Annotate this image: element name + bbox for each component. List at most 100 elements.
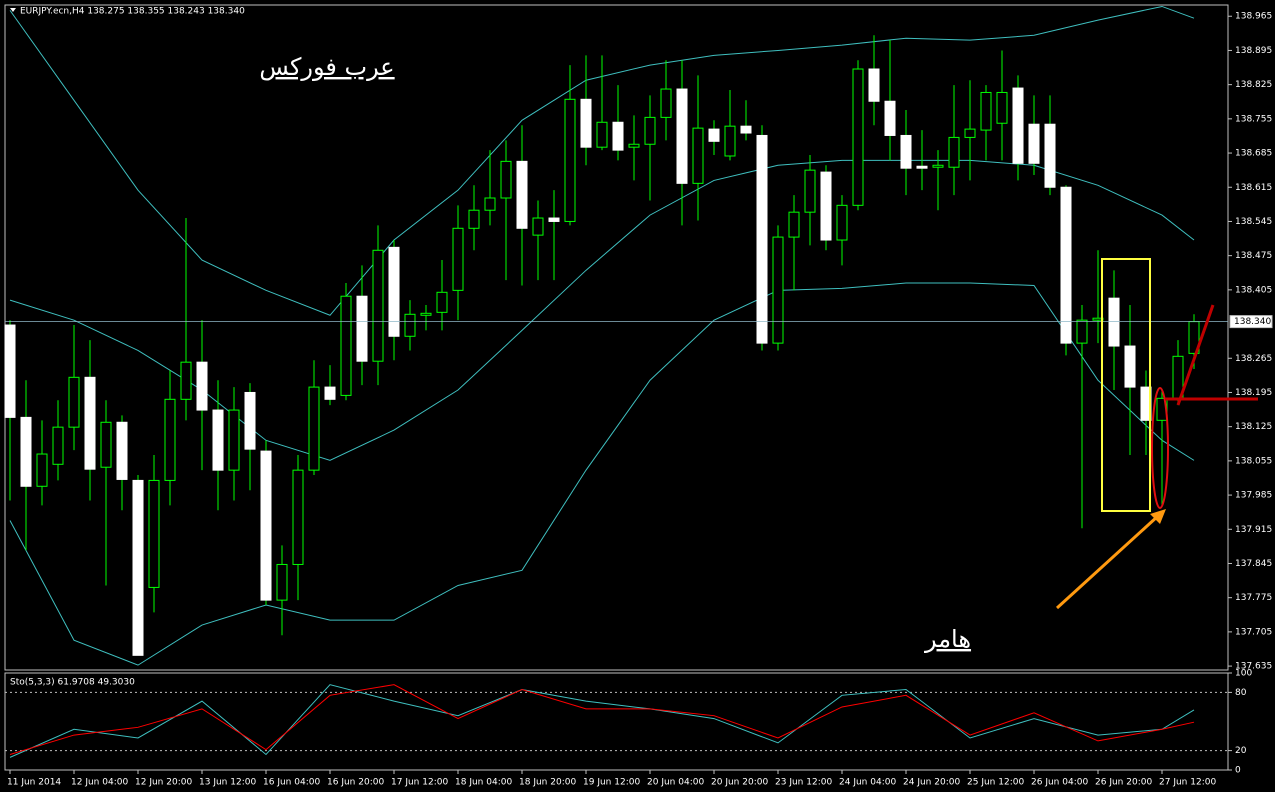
candle-body [132,479,144,656]
candle-body [404,313,416,337]
candle-body [580,98,592,148]
candle-body [52,426,64,465]
y-tick-label: 138.125 [1235,422,1272,432]
candle-body [548,217,560,222]
candle-body [708,128,720,142]
candle-body [836,204,848,241]
x-tick-label: 20 Jun 20:00 [711,778,768,788]
candle-body [820,171,832,241]
candle-body [116,421,128,480]
candle-body [36,453,48,487]
plot-layer: 138.965 138.895 138.825 138.755 138.685 138.6… [4,5,1273,788]
x-tick-label: 20 Jun 04:00 [647,778,704,788]
y-tick-label: 138.195 [1235,388,1272,398]
indicator-line [9,159,1195,461]
y-tick-label: 100 [1235,669,1252,679]
last-price-label: 138.340 [1234,317,1271,327]
candle-body [724,125,736,157]
candle-body [500,160,512,199]
annotation: عرب فوركس [259,53,394,81]
candle-body [804,169,816,213]
candle-body [756,134,768,344]
candle-body [1108,297,1120,347]
candle-body [1060,186,1072,344]
candle-body [980,91,992,131]
red-arrow [1176,304,1215,406]
candle-body [148,479,160,588]
y-tick-label: 138.965 [1235,12,1272,22]
indicator-line [9,684,1195,755]
orange-arrowhead [1150,509,1166,524]
candle-body [292,469,304,565]
highlight-ellipse [1151,387,1169,509]
candle-body [964,128,976,138]
annotation-shapes [1055,258,1258,610]
y-tick-label: 138.615 [1235,183,1272,193]
candle-body [484,197,496,211]
candle-body [4,324,16,418]
candle-body [564,98,576,222]
candle-body [356,295,368,362]
candle-body [84,376,96,470]
candle-body [788,211,800,238]
x-tick-label: 17 Jun 12:00 [391,778,448,788]
x-tick-label: 24 Jun 20:00 [903,778,960,788]
y-tick-label: 137.775 [1235,593,1272,603]
y-tick-label: 137.985 [1235,491,1272,501]
orange-arrow [1055,514,1160,610]
candle-body [852,68,864,206]
candle-body [660,88,672,118]
candle-body [276,563,288,601]
candle-body [308,386,320,471]
candle-body [1028,123,1040,164]
candle-body [324,386,336,400]
y-tick-label: 138.055 [1235,456,1272,466]
y-tick-label: 137.705 [1235,627,1272,637]
candle-body [244,391,256,450]
candle-body [516,160,528,229]
candle-body [452,227,464,291]
candle-body [20,416,32,487]
x-tick-label: 19 Jun 12:00 [583,778,640,788]
candle-body [1076,319,1088,344]
candle-body [692,127,704,184]
candle-body [1012,87,1024,164]
x-tick-label: 26 Jun 20:00 [1095,778,1152,788]
candle-body [916,165,928,169]
x-tick-label: 25 Jun 12:00 [967,778,1024,788]
candle-body [676,88,688,184]
candle-body [420,312,432,316]
candle-body [596,121,608,148]
indicator-title: Sto(5,3,3) 61.9708 49.3030 [10,678,135,688]
candle-body [228,409,240,471]
y-tick-label: 20 [1235,746,1247,756]
candle-body [212,409,224,471]
annotation: هامر [924,625,971,653]
candle-body [900,134,912,169]
y-tick-label: 138.825 [1235,80,1272,90]
y-tick-label: 138.755 [1235,114,1272,124]
candle-body [388,246,400,337]
x-tick-label: 12 Jun 20:00 [135,778,192,788]
x-tick-label: 11 Jun 2014 [7,778,61,788]
y-tick-label: 138.475 [1235,251,1272,261]
candle-body [884,100,896,136]
y-tick-label: 138.545 [1235,217,1272,227]
chart-title: EURJPY.ecn,H4 138.275 138.355 138.243 13… [20,7,245,17]
candle-body [340,295,352,396]
x-tick-label: 12 Jun 04:00 [71,778,128,788]
indicator-line [9,282,1195,666]
x-tick-label: 16 Jun 04:00 [263,778,320,788]
candle-body [100,421,112,468]
candle-body [436,291,448,313]
candle-body [260,450,272,601]
candle-body [948,136,960,168]
y-tick-label: 137.915 [1235,525,1272,535]
candle-body [644,116,656,145]
candle-body [996,91,1008,124]
candle-body [532,217,544,236]
y-tick-label: 137.635 [1235,662,1272,672]
x-tick-label: 24 Jun 04:00 [839,778,896,788]
menu-triangle[interactable] [10,8,16,12]
